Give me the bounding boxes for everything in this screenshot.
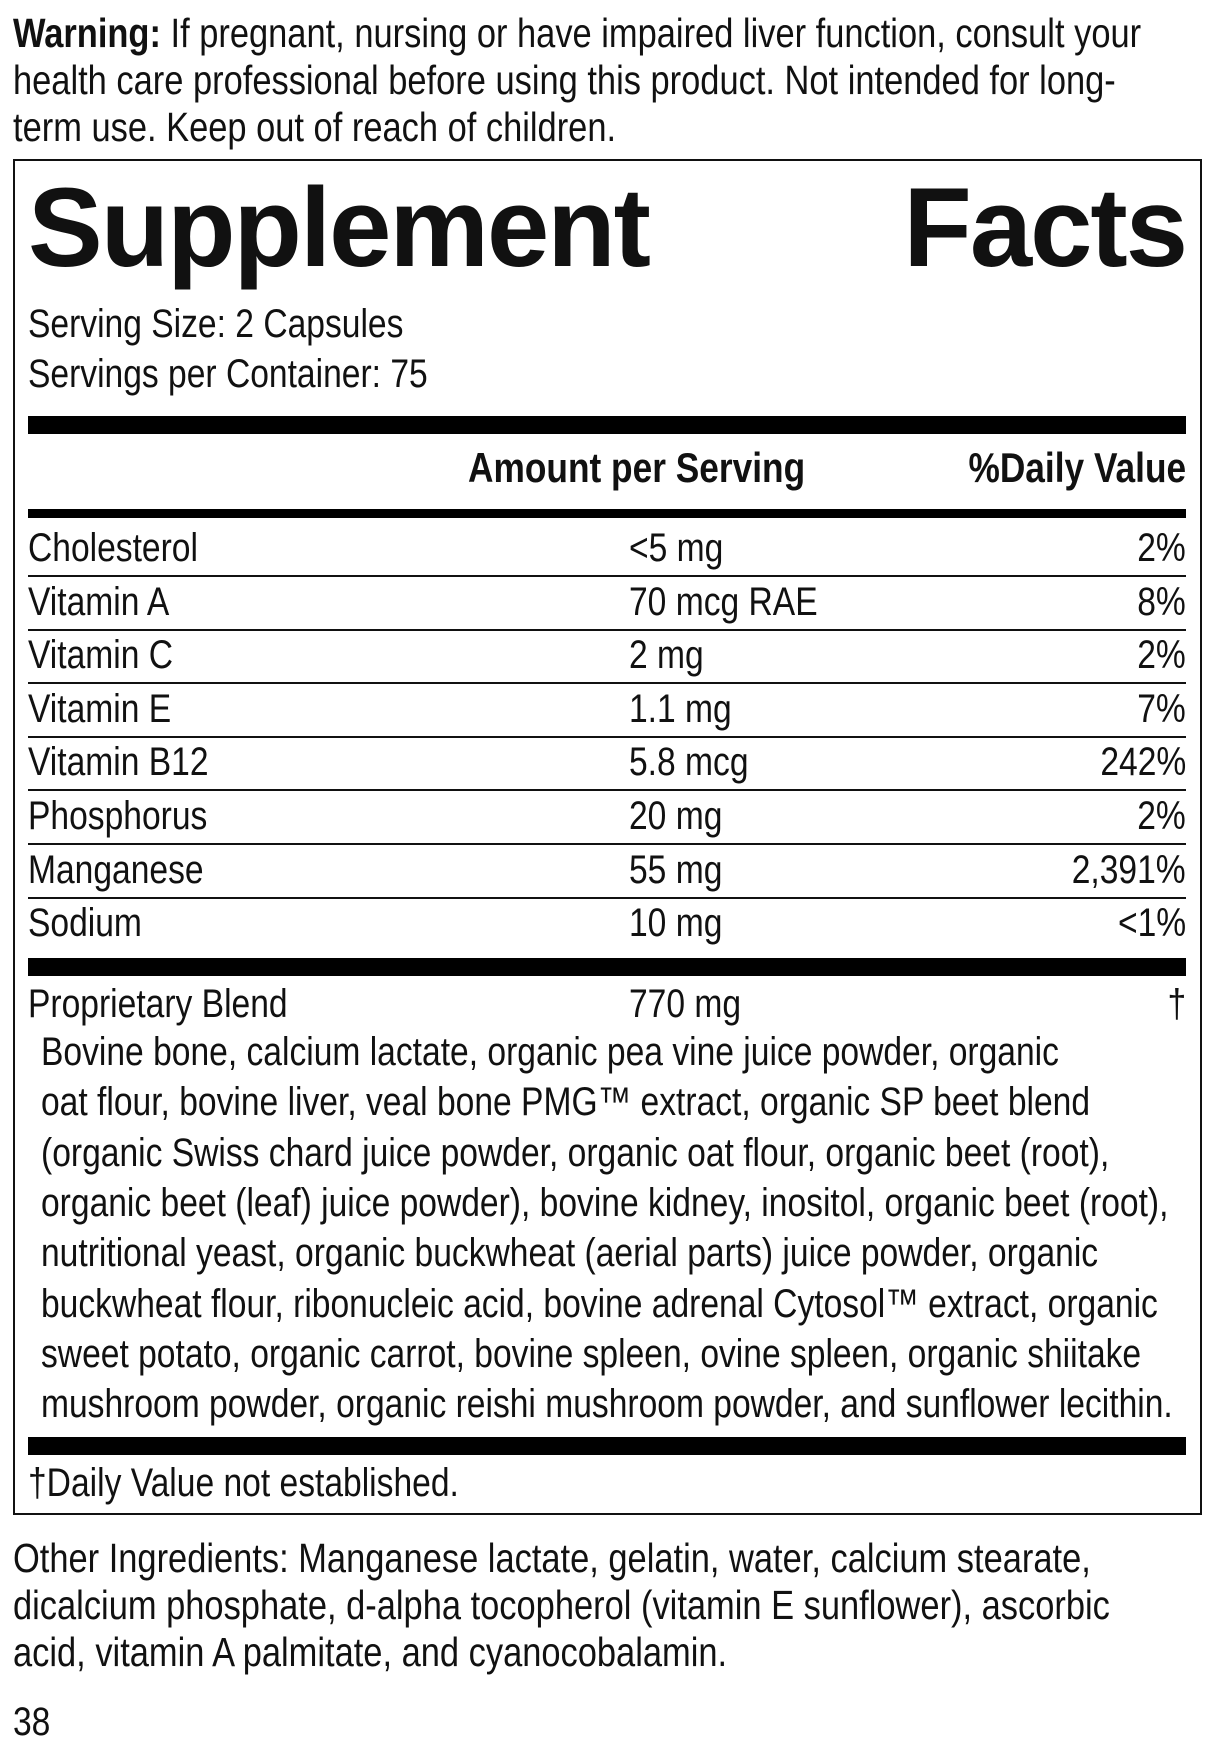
nutrient-name: Vitamin C: [28, 633, 174, 678]
other-ingredients-line: acid, vitamin A palmitate, and cyanocoba…: [13, 1629, 728, 1675]
supplement-facts-panel: [13, 159, 1202, 1515]
nutrient-name: Sodium: [28, 901, 142, 946]
ingredient-line: mushroom powder, organic reishi mushroom…: [41, 1382, 1173, 1427]
nutrient-amount: 2 mg: [629, 633, 704, 678]
blend-row: Proprietary Blend 770 mg †: [28, 978, 1186, 1031]
divider-thick: [28, 958, 1186, 976]
nutrient-row: Sodium 10 mg <1%: [28, 897, 1186, 950]
nutrient-amount: 1.1 mg: [629, 686, 732, 731]
ingredient-line: sweet potato, organic carrot, bovine spl…: [41, 1331, 1142, 1376]
ingredient-line: (organic Swiss chard juice powder, organ…: [41, 1130, 1110, 1175]
page-number: 38: [13, 1700, 51, 1744]
ingredient-line: buckwheat flour, ribonucleic acid, bovin…: [41, 1281, 1158, 1326]
blend-dv: †: [1167, 982, 1186, 1026]
nutrient-daily-value: <1%: [1117, 901, 1186, 946]
nutrient-daily-value: 7%: [1137, 686, 1186, 731]
servings-per-container: Servings per Container: 75: [28, 352, 428, 396]
warning-line: Warning: If pregnant, nursing or have im…: [13, 10, 1141, 57]
ingredient-line: oat flour, bovine liver, veal bone PMG™ …: [41, 1080, 1091, 1125]
warning-line: health care professional before using th…: [13, 57, 1116, 103]
nutrient-name: Vitamin E: [28, 686, 172, 731]
warning-line: term use. Keep out of reach of children.: [13, 104, 617, 150]
divider-medium: [28, 509, 1186, 518]
blend-amount: 770 mg: [629, 982, 742, 1026]
nutrient-amount: 55 mg: [629, 847, 723, 892]
other-ingredients-line: Other Ingredients: Manganese lactate, ge…: [13, 1535, 1091, 1581]
divider-thick: [28, 1437, 1186, 1455]
nutrient-amount: <5 mg: [629, 526, 724, 570]
nutrient-row: Vitamin E 1.1 mg 7%: [28, 683, 1186, 738]
nutrient-row: Vitamin B12 5.8 mcg 242%: [28, 736, 1186, 792]
nutrient-daily-value: 2,391%: [1072, 847, 1186, 892]
serving-size: Serving Size: 2 Capsules: [28, 302, 404, 346]
footnote: †Daily Value not established.: [28, 1461, 459, 1505]
divider-thick: [28, 416, 1186, 434]
ingredient-line: nutritional yeast, organic buckwheat (ae…: [41, 1231, 1099, 1276]
nutrient-amount: 5.8 mcg: [629, 740, 749, 785]
nutrient-row: Vitamin C 2 mg 2%: [28, 629, 1186, 685]
nutrient-daily-value: 2%: [1137, 526, 1186, 570]
other-ingredients-line: dicalcium phosphate, d-alpha tocopherol …: [13, 1582, 1110, 1628]
nutrient-row: Phosphorus 20 mg 2%: [28, 790, 1186, 845]
nutrient-amount: 70 mcg RAE: [629, 579, 818, 624]
nutrient-name: Vitamin B12: [28, 740, 209, 785]
nutrient-name: Vitamin A: [28, 579, 170, 624]
nutrient-daily-value: 2%: [1137, 633, 1186, 678]
nutrient-row: Vitamin A 70 mcg RAE 8%: [28, 576, 1186, 631]
warning-line-text: If pregnant, nursing or have impaired li…: [160, 10, 1142, 56]
panel-title: Supplement Facts: [28, 165, 1188, 290]
nutrient-row: Manganese 55 mg 2,391%: [28, 844, 1186, 899]
nutrient-amount: 10 mg: [629, 901, 723, 946]
header-daily-value: %Daily Value: [968, 444, 1186, 491]
nutrient-name: Cholesterol: [28, 526, 198, 570]
nutrient-row: Cholesterol <5 mg 2%: [28, 522, 1186, 577]
nutrient-amount: 20 mg: [629, 794, 723, 838]
ingredient-line: Bovine bone, calcium lactate, organic pe…: [41, 1030, 1059, 1074]
nutrient-daily-value: 242%: [1100, 740, 1186, 785]
blend-name: Proprietary Blend: [28, 982, 288, 1026]
header-amount: Amount per Serving: [468, 444, 806, 491]
nutrient-name: Manganese: [28, 847, 204, 892]
warning-label: Warning:: [13, 10, 161, 56]
nutrient-name: Phosphorus: [28, 794, 208, 838]
title-word: Facts: [903, 165, 1188, 290]
ingredient-line: organic beet (leaf) juice powder), bovin…: [41, 1180, 1169, 1225]
nutrient-daily-value: 8%: [1137, 579, 1186, 624]
title-word: Supplement: [28, 165, 651, 290]
header-row: Amount per Serving %Daily Value: [28, 440, 1186, 493]
nutrient-daily-value: 2%: [1137, 794, 1186, 838]
